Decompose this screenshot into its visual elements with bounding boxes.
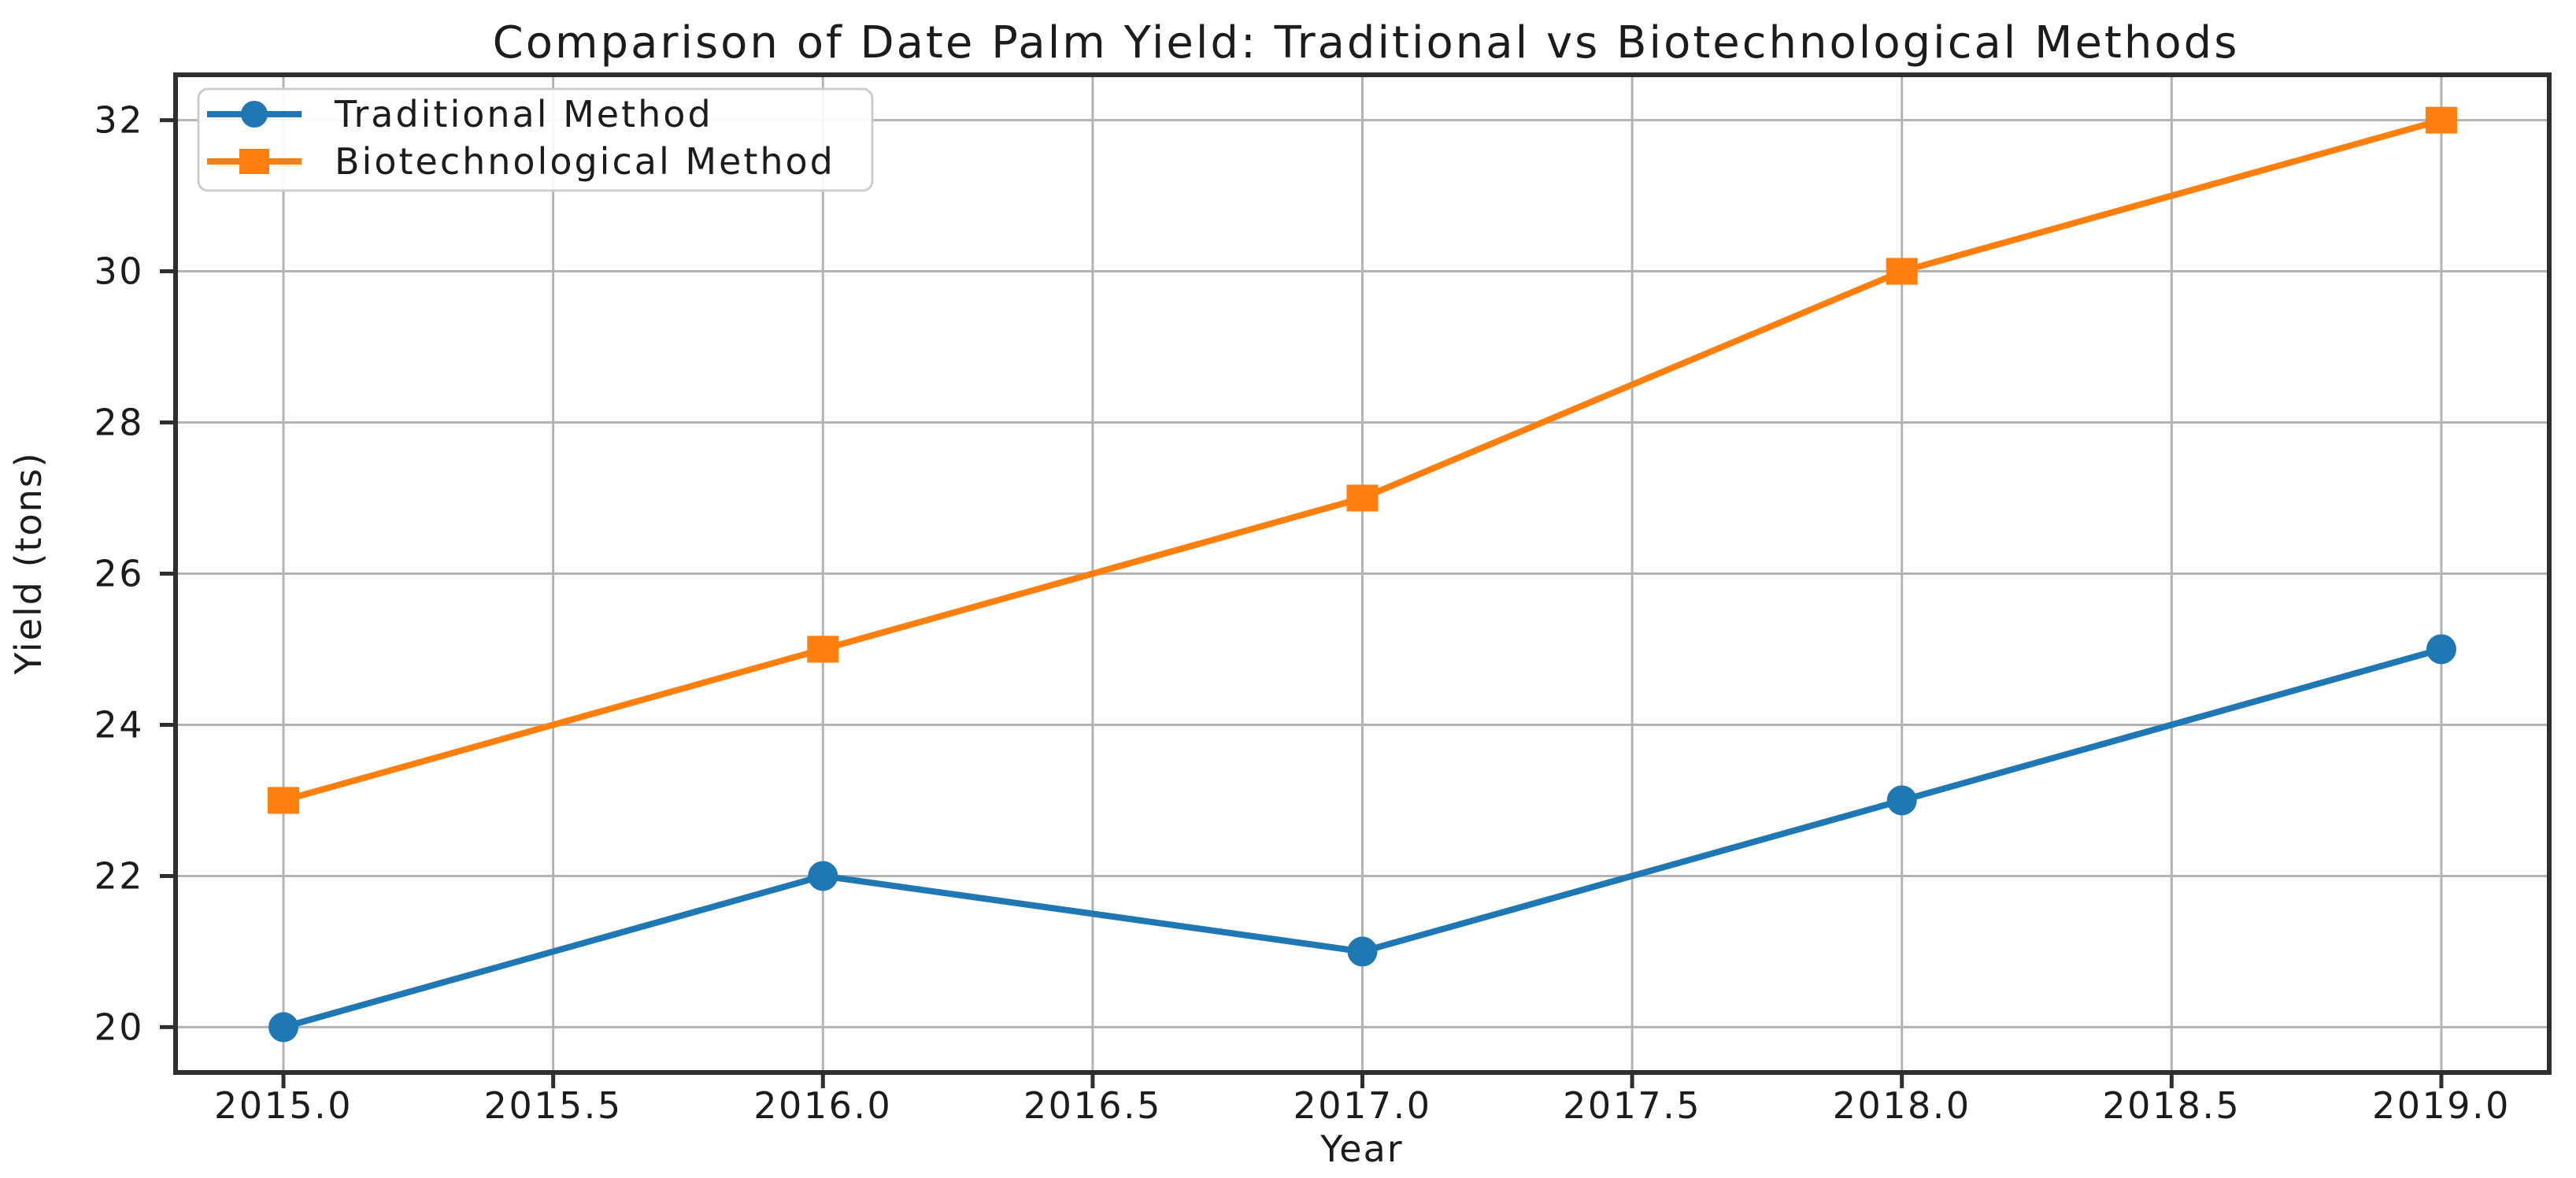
y-axis-label: Yield (tons) xyxy=(7,451,50,675)
legend-box xyxy=(197,87,874,192)
chart-title: Comparison of Date Palm Yield: Tradition… xyxy=(493,17,2240,69)
x-tick-label: 2015.5 xyxy=(484,1084,623,1127)
series-square xyxy=(268,106,2457,814)
data-point-marker xyxy=(808,861,838,891)
legend-marker-circle xyxy=(241,101,268,128)
x-tick-label: 2016.0 xyxy=(753,1084,892,1127)
x-tick-label: 2015.0 xyxy=(214,1084,353,1127)
legend-label-traditional: Traditional Method xyxy=(334,93,713,135)
data-point-marker xyxy=(1886,785,1917,816)
legend-entry-biotechnological: Biotechnological Method xyxy=(207,140,835,183)
data-point-marker xyxy=(268,787,300,814)
data-point-marker xyxy=(2426,634,2456,665)
tick-labels: 2015.0 2015.5 2016.0 2016.5 2017.0 2017.5 2018… xyxy=(94,99,2511,1127)
y-tick-label: 26 xyxy=(94,553,144,595)
y-tick-label: 24 xyxy=(94,703,144,746)
x-axis-label: Year xyxy=(1319,1128,1403,1170)
data-point-marker xyxy=(2425,106,2457,134)
data-series xyxy=(268,106,2457,1043)
y-tick-label: 30 xyxy=(94,250,144,293)
legend-entry-traditional: Traditional Method xyxy=(207,93,713,135)
x-tick-label: 2017.0 xyxy=(1294,1084,1432,1127)
x-tick-label: 2018.5 xyxy=(2102,1084,2241,1127)
x-tick-label: 2018.0 xyxy=(1833,1084,1971,1127)
data-point-marker xyxy=(807,635,839,663)
legend-marker-square xyxy=(239,149,269,174)
data-point-marker xyxy=(1346,484,1379,512)
data-point-marker xyxy=(1347,936,1378,967)
series-circle xyxy=(268,634,2456,1043)
axis-ticks xyxy=(160,118,2444,1088)
data-point-marker xyxy=(268,1012,299,1043)
y-tick-label: 20 xyxy=(94,1006,144,1048)
x-tick-label: 2019.0 xyxy=(2372,1084,2511,1127)
x-tick-label: 2017.5 xyxy=(1563,1084,1701,1127)
data-point-marker xyxy=(1886,257,1918,285)
legend-label-biotechnological: Biotechnological Method xyxy=(335,140,835,183)
legend: Traditional Method Biotechnological Meth… xyxy=(197,87,874,192)
x-tick-label: 2016.5 xyxy=(1023,1084,1162,1127)
y-tick-label: 28 xyxy=(94,402,144,444)
y-tick-label: 32 xyxy=(94,99,144,142)
y-tick-label: 22 xyxy=(94,854,144,897)
gridlines xyxy=(176,75,2549,1072)
